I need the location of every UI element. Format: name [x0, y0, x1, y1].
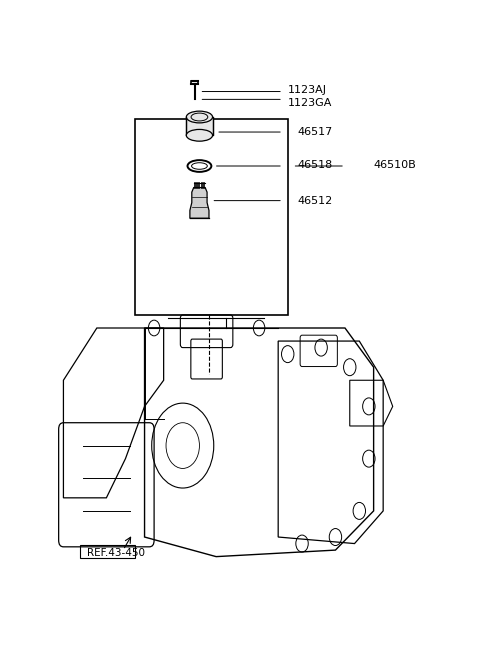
Text: 46517: 46517	[297, 127, 333, 137]
Text: 1123AJ: 1123AJ	[288, 85, 327, 94]
Ellipse shape	[186, 129, 213, 141]
Polygon shape	[190, 188, 209, 218]
Text: REF.43-450: REF.43-450	[87, 548, 145, 558]
Text: 46510B: 46510B	[373, 159, 416, 170]
Ellipse shape	[186, 111, 213, 123]
Text: 46518: 46518	[297, 159, 333, 170]
Text: 1123GA: 1123GA	[288, 98, 332, 108]
Text: 46512: 46512	[297, 195, 333, 205]
Bar	[135, 119, 288, 315]
FancyBboxPatch shape	[186, 117, 213, 135]
Bar	[80, 545, 135, 558]
